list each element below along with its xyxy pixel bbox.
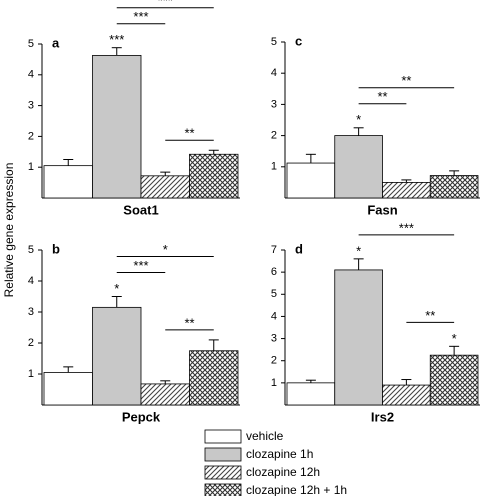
- x-axis-label: Pepck: [122, 409, 161, 424]
- bar: [429, 354, 479, 406]
- significance-label: **: [184, 315, 194, 330]
- legend-swatch: [204, 429, 242, 444]
- y-tick-label: 4: [28, 275, 34, 287]
- x-axis-label: Irs2: [371, 409, 394, 424]
- significance-marker: *: [356, 112, 361, 127]
- y-tick-label: 3: [28, 306, 34, 318]
- significance-label: **: [377, 89, 387, 104]
- bar: [140, 175, 190, 199]
- significance-marker: ***: [109, 32, 124, 47]
- bar: [43, 372, 93, 406]
- bar: [189, 153, 239, 199]
- significance-label: ***: [399, 220, 414, 235]
- y-tick-label: 4: [28, 69, 34, 81]
- bar: [334, 135, 383, 199]
- y-tick-label: 2: [28, 130, 34, 142]
- bar: [429, 175, 479, 199]
- bar: [286, 382, 336, 406]
- y-tick-label: 3: [271, 332, 277, 344]
- significance-label: **: [425, 308, 435, 323]
- y-tick-label: 5: [271, 288, 277, 300]
- legend-label: vehicle: [246, 429, 284, 443]
- legend-swatch: [204, 447, 242, 462]
- legend-swatch: [204, 465, 242, 480]
- y-tick-label: 2: [271, 130, 277, 142]
- y-tick-label: 5: [271, 36, 277, 48]
- y-tick-label: 4: [271, 310, 277, 322]
- y-tick-label: 4: [271, 67, 277, 79]
- bar: [286, 162, 336, 199]
- y-tick-label: 1: [271, 161, 277, 173]
- significance-label: **: [401, 73, 411, 88]
- y-tick-label: 1: [28, 368, 34, 380]
- x-axis-label: Soat1: [123, 202, 158, 217]
- y-tick-label: 7: [271, 244, 277, 256]
- legend-label: clozapine 1h: [246, 447, 313, 461]
- bar: [43, 165, 93, 199]
- significance-label: **: [184, 126, 194, 141]
- x-axis-label: Fasn: [367, 202, 397, 217]
- significance-marker: *: [452, 331, 457, 346]
- panel-label: d: [295, 241, 303, 256]
- bar: [92, 306, 142, 406]
- y-tick-label: 5: [28, 244, 34, 256]
- y-tick-label: 2: [28, 337, 34, 349]
- significance-label: ***: [158, 0, 173, 8]
- bar: [92, 54, 142, 199]
- panel-label: c: [295, 33, 302, 48]
- y-tick-label: 5: [28, 38, 34, 50]
- y-tick-label: 3: [271, 98, 277, 110]
- bar: [382, 181, 431, 199]
- legend-label: clozapine 12h: [246, 465, 320, 479]
- y-tick-label: 2: [271, 355, 277, 367]
- bar: [189, 350, 239, 406]
- significance-label: *: [163, 242, 168, 257]
- significance-marker: *: [356, 243, 361, 258]
- y-axis-label: Relative gene expression: [2, 163, 16, 298]
- y-tick-label: 1: [28, 161, 34, 173]
- significance-marker: *: [114, 281, 119, 296]
- significance-label: ***: [133, 258, 148, 273]
- bar: [140, 383, 190, 406]
- panel-label: b: [52, 241, 60, 256]
- y-tick-label: 1: [271, 377, 277, 389]
- y-tick-label: 6: [271, 266, 277, 278]
- bar: [334, 269, 383, 406]
- panel-label: a: [52, 35, 60, 50]
- y-tick-label: 3: [28, 100, 34, 112]
- legend-label: clozapine 12h + 1h: [246, 483, 347, 496]
- significance-label: ***: [133, 9, 148, 24]
- bar: [382, 384, 431, 406]
- legend-swatch: [204, 483, 242, 496]
